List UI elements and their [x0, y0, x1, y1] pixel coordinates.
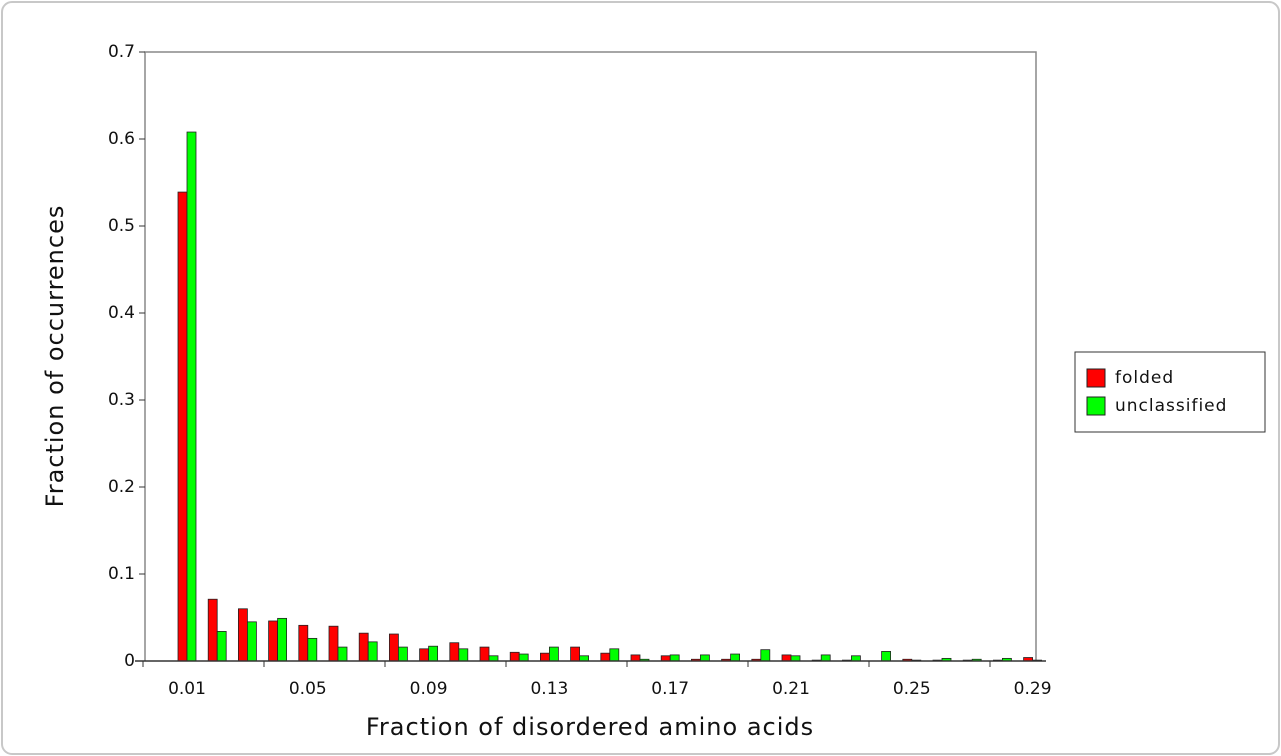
bar [449, 642, 460, 662]
x-axis-label: Fraction of disordered amino acids [366, 713, 814, 741]
bar [358, 632, 369, 662]
legend-box [1074, 351, 1266, 433]
bar [337, 646, 348, 662]
bar [630, 654, 641, 662]
bar [307, 637, 318, 662]
y-tick-label: 0.2 [108, 477, 135, 497]
bar [268, 620, 279, 662]
y-tick-label: 0.6 [108, 129, 135, 149]
y-axis-label: Fraction of occurrences [41, 205, 69, 508]
bar [518, 653, 529, 662]
bar [186, 131, 197, 662]
bar [177, 191, 188, 662]
x-tick-label: 0.25 [893, 679, 931, 699]
bar [881, 651, 891, 662]
legend-swatch [1086, 368, 1106, 388]
bar [600, 652, 611, 662]
x-tick-label: 0.01 [168, 679, 206, 699]
x-tick-label: 0.05 [289, 679, 327, 699]
bar [479, 646, 490, 662]
bar [397, 646, 408, 662]
x-tick-label: 0.17 [651, 679, 689, 699]
bar [277, 617, 288, 662]
bar [790, 655, 801, 662]
bar [669, 654, 680, 662]
bar [781, 654, 792, 662]
bar [509, 651, 520, 662]
x-tick-label: 0.13 [530, 679, 568, 699]
bar [207, 598, 218, 662]
bar [570, 646, 580, 662]
bar [700, 654, 710, 662]
bar [367, 641, 378, 662]
bar [760, 649, 771, 662]
bar [549, 646, 559, 662]
bar [298, 624, 309, 662]
y-tick-label: 0.4 [108, 303, 135, 323]
x-tick-label: 0.09 [410, 679, 448, 699]
bar [216, 631, 227, 662]
bar [609, 648, 620, 662]
y-tick-label: 0.7 [108, 42, 135, 62]
bar [458, 648, 469, 662]
legend-label: unclassified [1115, 396, 1227, 416]
bar [851, 655, 861, 662]
x-tick-label: 0.21 [772, 679, 810, 699]
x-tick-label: 0.29 [1014, 679, 1052, 699]
bar [388, 633, 399, 662]
y-tick-label: 0.3 [108, 390, 135, 410]
legend-label: folded [1115, 368, 1174, 388]
legend-swatch [1086, 396, 1106, 416]
bar [730, 653, 740, 662]
bar [246, 621, 257, 662]
bar [237, 608, 248, 662]
y-tick-label: 0.5 [108, 216, 135, 236]
bar [488, 655, 499, 662]
bar [540, 652, 550, 662]
bar [579, 655, 589, 662]
bar [328, 625, 339, 662]
bar [660, 655, 671, 662]
bar [820, 654, 831, 662]
plot-frame [144, 51, 1037, 661]
bar [419, 648, 430, 662]
y-tick-label: 0 [124, 651, 135, 671]
y-tick-label: 0.1 [108, 564, 135, 584]
bar [428, 645, 439, 662]
